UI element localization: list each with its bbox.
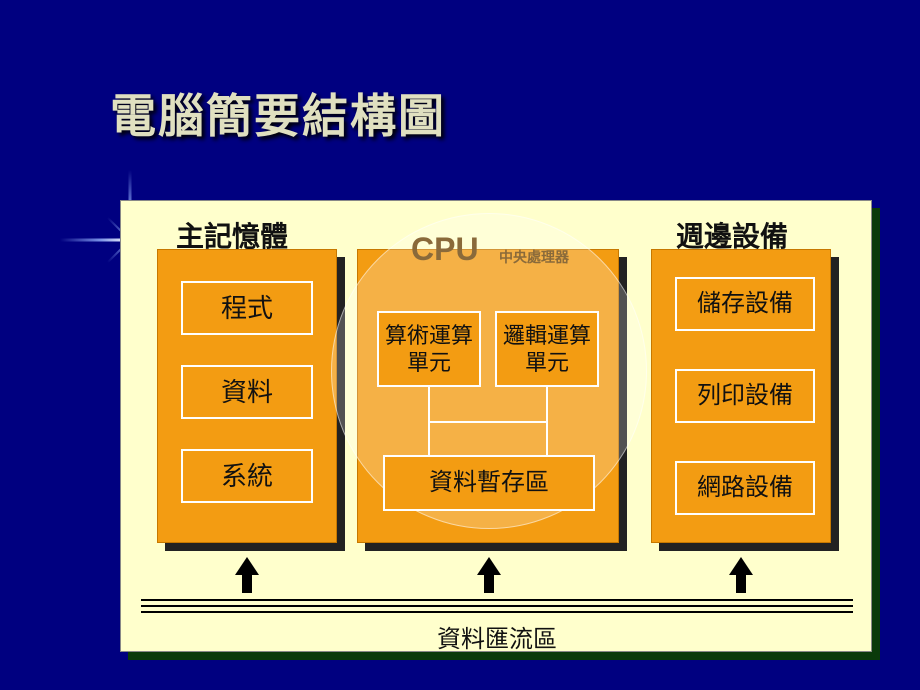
cpu-sublabel: 中央處理器 — [499, 247, 569, 267]
periph-item-2: 網路設備 — [675, 461, 815, 515]
arrow-periph — [731, 557, 751, 591]
bus-label: 資料匯流區 — [437, 619, 557, 654]
conn-h — [428, 421, 548, 423]
slide-title: 電腦簡要結構圖 — [110, 80, 446, 146]
arrow-cpu — [479, 557, 499, 591]
main-panel: 主記憶體 程式 資料 系統 CPU 中央處理器 算術運算單元 邏輯運算單元 資料… — [120, 200, 872, 652]
bus-line-2 — [141, 605, 853, 607]
arrow-memory — [237, 557, 257, 591]
cpu-register: 資料暫存區 — [383, 455, 595, 511]
cpu-logic: 邏輯運算單元 — [495, 311, 599, 387]
periph-item-0: 儲存設備 — [675, 277, 815, 331]
memory-item-0: 程式 — [181, 281, 313, 335]
cpu-label: CPU — [411, 231, 479, 268]
bus-line-3 — [141, 611, 853, 613]
bus-line-1 — [141, 599, 853, 601]
memory-item-2: 系統 — [181, 449, 313, 503]
periph-item-1: 列印設備 — [675, 369, 815, 423]
memory-item-1: 資料 — [181, 365, 313, 419]
cpu-alu: 算術運算單元 — [377, 311, 481, 387]
